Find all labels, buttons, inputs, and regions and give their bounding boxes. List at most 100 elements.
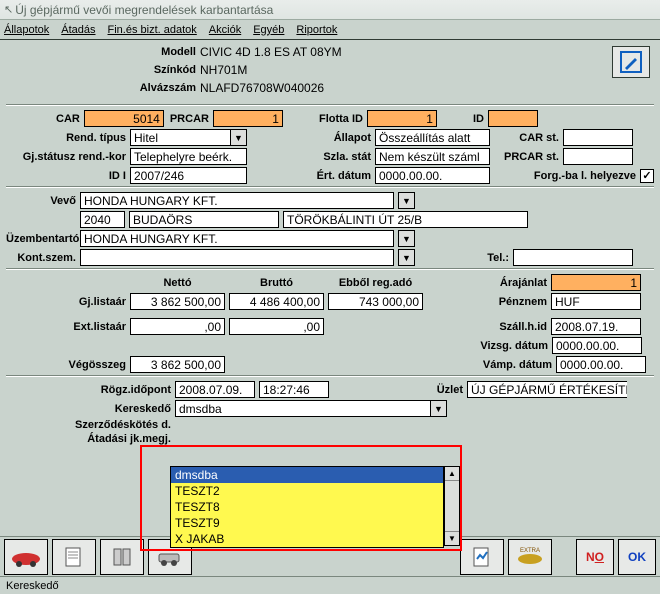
tel-label: Tel.: <box>419 252 509 264</box>
no-label: NO <box>586 550 604 564</box>
vevo-addr[interactable]: TÖRÖKBÁLINTI ÚT 25/B <box>283 211 528 228</box>
ertdatum-field[interactable]: 0000.00.00. <box>375 167 490 184</box>
svg-text:EXTRA: EXTRA <box>520 548 540 554</box>
prcarst-field[interactable] <box>563 148 633 165</box>
tool-extra-button[interactable]: EXTRA <box>508 539 552 575</box>
idi-field[interactable]: 2007/246 <box>130 167 247 184</box>
col-brutto: Bruttó <box>229 277 324 289</box>
col-ebbo: Ebből reg.adó <box>328 277 423 289</box>
vizsg-label: Vizsg. dátum <box>448 340 548 352</box>
vevo-field[interactable]: HONDA HUNGARY KFT. <box>80 192 394 209</box>
rogz-label: Rögz.időpont <box>6 384 171 396</box>
arajanlat-field[interactable]: 1 <box>551 274 641 291</box>
menu-akciok[interactable]: Akciók <box>209 24 241 36</box>
tool-car-button[interactable] <box>4 539 48 575</box>
menu-allapotok[interactable]: Állapotok <box>4 24 49 36</box>
ok-button[interactable]: OK <box>618 539 656 575</box>
uzemb-field[interactable]: HONDA HUNGARY KFT. <box>80 230 394 247</box>
keresk-combo[interactable]: dmsdba ▼ <box>175 400 447 417</box>
tool-report-button[interactable] <box>460 539 504 575</box>
menu-riportok[interactable]: Riportok <box>296 24 337 36</box>
carst-field[interactable] <box>563 129 633 146</box>
vizsg-field[interactable]: 0000.00.00. <box>552 337 642 354</box>
keresk-label: Kereskedő <box>6 403 171 415</box>
scroll-down-icon[interactable]: ▼ <box>445 531 459 545</box>
forg-label: Forg.-ba l. helyezve <box>494 170 636 182</box>
gjlista-ebbo[interactable]: 743 000,00 <box>328 293 423 310</box>
uzlet-combo[interactable]: ÚJ GÉPJÁRMŰ ÉRTÉKESÍTÉS <box>467 381 627 398</box>
car-gear-icon <box>156 545 184 569</box>
gjstat-field[interactable]: Telephelyre beérk. <box>130 148 247 165</box>
tel-field[interactable] <box>513 249 633 266</box>
id-row: CAR 5014 PRCAR 1 Flotta ID 1 ID <box>6 110 654 127</box>
titlebar: ↖ Új gépjármű vevői megrendelések karban… <box>0 0 660 20</box>
vevo-arrow-button[interactable]: ▼ <box>398 192 415 209</box>
alvaz-value: NLAFD76708W040026 <box>200 81 324 95</box>
flotta-field[interactable]: 1 <box>367 110 437 127</box>
rogz-time[interactable]: 18:27:46 <box>259 381 329 398</box>
vevo-label: Vevő <box>6 195 76 207</box>
id-field[interactable] <box>488 110 538 127</box>
vevo-zip[interactable]: 2040 <box>80 211 125 228</box>
menu-fin[interactable]: Fin.és bizt. adatok <box>108 24 197 36</box>
rogz-date[interactable]: 2008.07.09. <box>175 381 255 398</box>
status-bar: Kereskedő <box>0 576 660 594</box>
uzemb-arrow-button[interactable]: ▼ <box>398 230 415 247</box>
keresk-dropdown[interactable]: dmsdba TESZT2 TESZT8 TESZT9 X JAKAB <box>170 466 444 548</box>
allapot-field[interactable]: Összeállítás alatt <box>375 129 490 146</box>
no-button[interactable]: NO <box>576 539 614 575</box>
menu-egyeb[interactable]: Egyéb <box>253 24 284 36</box>
vegosszeg-field[interactable]: 3 862 500,00 <box>130 356 225 373</box>
chevron-down-icon[interactable]: ▼ <box>230 129 247 146</box>
vamp-field[interactable]: 0000.00.00. <box>556 356 646 373</box>
status-text: Kereskedő <box>6 580 59 592</box>
kont-arrow-button[interactable]: ▼ <box>398 249 415 266</box>
penznem-field[interactable]: HUF <box>551 293 641 310</box>
edit-button[interactable] <box>612 46 650 78</box>
ext-brutto[interactable]: ,00 <box>229 318 324 335</box>
separator <box>6 104 654 106</box>
window: ↖ Új gépjármű vevői megrendelések karban… <box>0 0 660 594</box>
pencil-square-icon <box>619 50 643 74</box>
flotta-label: Flotta ID <box>319 113 363 125</box>
ext-netto[interactable]: ,00 <box>130 318 225 335</box>
dropdown-scrollbar[interactable]: ▲ ▼ <box>444 466 460 546</box>
szinkod-label: Színkód <box>126 64 196 76</box>
szall-label: Száll.h.id <box>447 321 547 333</box>
menu-atadas[interactable]: Átadás <box>61 24 95 36</box>
rendtipus-label: Rend. típus <box>6 132 126 144</box>
dropdown-option[interactable]: TESZT2 <box>171 483 443 499</box>
dropdown-option[interactable]: X JAKAB <box>171 531 443 547</box>
arajanlat-label: Árajánlat <box>447 277 547 289</box>
szall-field[interactable]: 2008.07.19. <box>551 318 641 335</box>
prcar-label: PRCAR <box>170 113 209 125</box>
extlista-label: Ext.listaár <box>6 321 126 333</box>
scroll-up-icon[interactable]: ▲ <box>445 467 459 481</box>
ertdatum-label: Ért. dátum <box>251 170 371 182</box>
dropdown-option[interactable]: TESZT9 <box>171 515 443 531</box>
col-netto: Nettó <box>130 277 225 289</box>
car-field[interactable]: 5014 <box>84 110 164 127</box>
carst-label: CAR st. <box>504 132 559 144</box>
szlastat-field[interactable]: Nem készült száml <box>375 148 490 165</box>
model-label: Modell <box>126 46 196 58</box>
tool-book-button[interactable] <box>100 539 144 575</box>
uzemb-label: Üzembentartó <box>6 233 76 245</box>
tool-sheet-button[interactable] <box>52 539 96 575</box>
car-label: CAR <box>56 113 80 125</box>
gjlista-netto[interactable]: 3 862 500,00 <box>130 293 225 310</box>
forg-checkbox[interactable]: ✓ <box>640 169 654 183</box>
idi-label: ID I <box>6 170 126 182</box>
vevo-city[interactable]: BUDAÖRS <box>129 211 279 228</box>
gjlista-brutto[interactable]: 4 486 400,00 <box>229 293 324 310</box>
dropdown-option[interactable]: dmsdba <box>171 467 443 483</box>
cursor-icon: ↖ <box>4 3 13 16</box>
rendtipus-combo[interactable]: Hitel ▼ <box>130 129 247 146</box>
prcar-field[interactable]: 1 <box>213 110 283 127</box>
chevron-down-icon[interactable]: ▼ <box>430 400 447 417</box>
book-icon <box>110 545 134 569</box>
dropdown-option[interactable]: TESZT8 <box>171 499 443 515</box>
uzlet-value: ÚJ GÉPJÁRMŰ ÉRTÉKESÍTÉS <box>467 381 627 398</box>
kont-field[interactable] <box>80 249 394 266</box>
gjlista-label: Gj.listaár <box>6 296 126 308</box>
